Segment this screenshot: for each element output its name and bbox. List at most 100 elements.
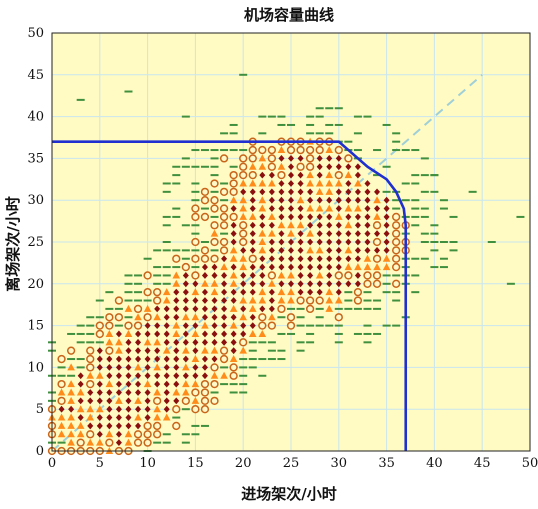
point-triangle — [248, 162, 257, 170]
point-diamond — [230, 297, 237, 304]
point-triangle — [191, 355, 200, 363]
point-diamond — [374, 188, 381, 196]
point-circle — [229, 371, 238, 380]
point-triangle — [306, 179, 314, 187]
point-circle — [239, 221, 248, 230]
plot-frame — [51, 32, 531, 452]
point-triangle — [258, 179, 267, 187]
point-diamond — [115, 389, 122, 396]
point-circle — [239, 170, 248, 180]
point-diamond — [182, 288, 189, 296]
point-diamond — [173, 288, 180, 296]
point-diamond — [297, 272, 304, 279]
point-diamond — [163, 322, 170, 329]
x-tick-label: 20 — [235, 456, 252, 471]
point-diamond — [345, 255, 352, 263]
point-triangle — [76, 430, 85, 438]
point-triangle — [335, 179, 343, 187]
point-diamond — [297, 180, 304, 187]
point-triangle — [124, 329, 133, 337]
point-triangle — [191, 396, 200, 404]
point-diamond — [144, 347, 151, 355]
point-diamond — [383, 246, 390, 254]
point-diamond — [125, 355, 132, 363]
point-diamond — [345, 230, 352, 238]
point-circle — [124, 321, 133, 330]
point-circle — [210, 221, 219, 230]
point-triangle — [57, 421, 66, 429]
point-circle — [153, 396, 162, 405]
point-triangle — [325, 179, 334, 187]
point-diamond — [345, 180, 352, 187]
point-diamond — [115, 439, 122, 447]
point-diamond — [316, 263, 323, 271]
point-circle — [76, 438, 85, 447]
point-diamond — [335, 288, 342, 296]
point-circle — [200, 254, 210, 263]
point-diamond — [201, 330, 208, 338]
point-diamond — [354, 196, 361, 204]
point-diamond — [268, 188, 275, 196]
point-diamond — [326, 280, 333, 288]
point-diamond — [58, 405, 65, 413]
point-diamond — [354, 221, 361, 229]
y-tick-label: 50 — [27, 26, 44, 41]
point-triangle — [248, 212, 257, 220]
point-triangle — [248, 329, 257, 337]
point-triangle — [67, 421, 75, 429]
point-triangle — [182, 388, 190, 396]
point-diamond — [288, 180, 294, 187]
y-tick-label: 5 — [36, 402, 44, 417]
point-triangle — [315, 271, 324, 279]
point-diamond — [230, 288, 237, 296]
point-diamond — [154, 380, 161, 388]
point-diamond — [154, 347, 161, 355]
point-diamond — [240, 188, 247, 196]
point-diamond — [182, 338, 189, 346]
point-diamond — [383, 213, 390, 221]
point-diamond — [316, 213, 323, 221]
point-diamond — [240, 288, 247, 296]
point-triangle — [153, 313, 161, 321]
point-diamond — [182, 372, 189, 380]
point-diamond — [297, 230, 304, 238]
point-diamond — [125, 380, 132, 388]
point-triangle — [268, 313, 276, 321]
point-diamond — [288, 246, 294, 254]
point-diamond — [77, 372, 84, 380]
x-tick-label: 0 — [48, 456, 56, 471]
point-diamond — [211, 297, 218, 304]
point-triangle — [162, 296, 171, 304]
point-triangle — [210, 346, 219, 354]
y-tick-label: 15 — [27, 319, 44, 334]
point-circle — [219, 154, 229, 163]
point-triangle — [86, 405, 95, 413]
point-triangle — [335, 296, 343, 304]
point-diamond — [192, 297, 199, 304]
point-circle — [191, 254, 200, 263]
y-tick-label: 35 — [27, 151, 44, 166]
point-diamond — [354, 188, 361, 196]
point-triangle — [258, 296, 267, 304]
point-diamond — [364, 205, 371, 212]
point-diamond — [192, 347, 199, 355]
x-tick-label: 15 — [187, 456, 204, 471]
point-diamond — [316, 221, 323, 229]
point-diamond — [144, 330, 151, 338]
point-triangle — [191, 313, 200, 321]
point-diamond — [297, 213, 304, 221]
point-diamond — [87, 389, 94, 396]
point-diamond — [335, 230, 342, 238]
point-circle — [315, 296, 324, 305]
point-triangle — [57, 413, 66, 421]
point-diamond — [316, 163, 323, 171]
point-diamond — [307, 213, 314, 221]
point-circle — [133, 321, 143, 330]
point-triangle — [373, 212, 381, 220]
point-diamond — [135, 422, 142, 430]
point-triangle — [105, 380, 114, 388]
point-circle — [219, 212, 229, 222]
point-diamond — [259, 280, 266, 288]
point-diamond — [307, 263, 314, 271]
point-circle — [86, 363, 95, 372]
